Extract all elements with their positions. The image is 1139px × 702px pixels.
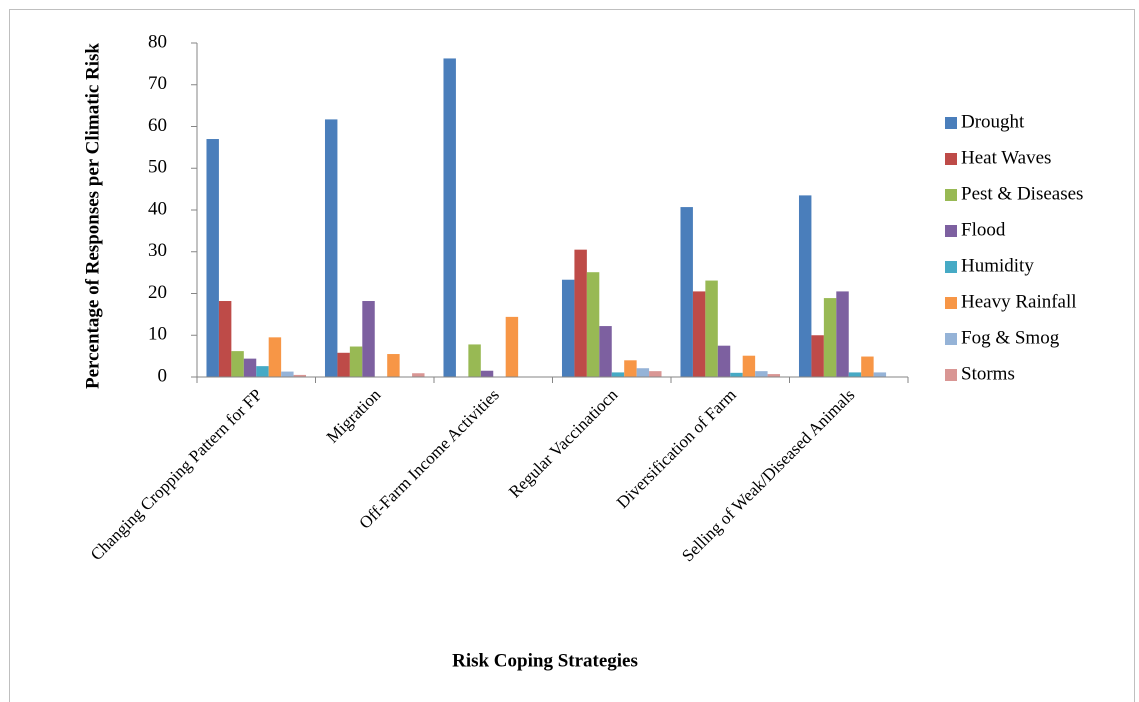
y-tick-label: 80 — [148, 31, 167, 52]
bar — [649, 371, 662, 377]
y-tick-label: 20 — [148, 282, 167, 303]
bar — [742, 355, 756, 377]
bar — [231, 351, 244, 377]
bar — [767, 374, 781, 377]
legend-swatch — [945, 117, 957, 129]
bar — [218, 301, 232, 377]
bar — [599, 326, 612, 377]
legend-swatch — [945, 369, 957, 381]
legend-label: Drought — [961, 111, 1025, 132]
legend-swatch — [945, 333, 957, 345]
bar — [337, 352, 350, 377]
bar — [387, 354, 400, 377]
legend-swatch — [945, 261, 957, 273]
bar — [243, 358, 257, 377]
bar — [268, 337, 282, 377]
bar — [443, 58, 456, 377]
bar — [836, 291, 849, 377]
x-tick-label: Migration — [323, 385, 385, 447]
bar — [412, 373, 425, 377]
chart-border — [9, 9, 1135, 702]
bar — [717, 345, 731, 377]
bar — [574, 249, 587, 377]
legend-label: Heat Waves — [961, 147, 1051, 168]
bar — [206, 139, 219, 377]
bar — [468, 344, 481, 377]
bar — [561, 279, 575, 377]
bar — [281, 371, 294, 377]
legend-swatch — [945, 189, 957, 201]
bar — [636, 368, 650, 377]
bar — [692, 291, 706, 377]
y-tick-label: 0 — [158, 365, 168, 386]
legend-label: Pest & Diseases — [961, 183, 1083, 204]
legend-swatch — [945, 297, 957, 309]
bar — [611, 372, 625, 377]
y-tick-label: 10 — [148, 324, 167, 345]
bar — [798, 195, 812, 377]
bar — [480, 370, 494, 377]
bar — [755, 371, 768, 377]
x-axis-title: Risk Coping Strategies — [452, 650, 638, 671]
y-tick-label: 70 — [148, 73, 167, 94]
bar — [324, 119, 338, 377]
bar — [848, 372, 862, 377]
bar — [586, 272, 600, 377]
legend-label: Storms — [961, 363, 1015, 384]
x-tick-label: Off-Farm Income Activities — [355, 385, 502, 532]
bar — [293, 374, 307, 377]
bar — [705, 280, 718, 377]
bar — [811, 335, 824, 377]
x-tick-label: Regular Vaccinatiocn — [505, 385, 622, 502]
legend-label: Flood — [961, 219, 1006, 240]
y-axis-title: Percentage of Responses per Climatic Ris… — [82, 43, 103, 389]
legend-label: Heavy Rainfall — [961, 291, 1077, 312]
bar — [730, 372, 743, 377]
legend-label: Fog & Smog — [961, 327, 1060, 348]
bar — [349, 346, 363, 377]
bar — [256, 366, 269, 377]
legend-swatch — [945, 153, 957, 165]
bar — [624, 360, 637, 377]
bar — [680, 207, 693, 377]
bar — [873, 372, 887, 377]
bar — [362, 301, 375, 377]
y-tick-label: 50 — [148, 157, 167, 178]
legend-swatch — [945, 225, 957, 237]
bar — [861, 356, 874, 377]
x-tick-label: Diversification of Farm — [613, 385, 740, 512]
y-tick-label: 40 — [148, 198, 167, 219]
y-tick-label: 30 — [148, 240, 167, 261]
x-tick-label: Changing Cropping Pattern for FP — [87, 385, 266, 564]
y-tick-label: 60 — [148, 115, 167, 136]
legend-label: Humidity — [961, 255, 1034, 276]
bar — [505, 316, 519, 377]
bar — [823, 298, 837, 377]
